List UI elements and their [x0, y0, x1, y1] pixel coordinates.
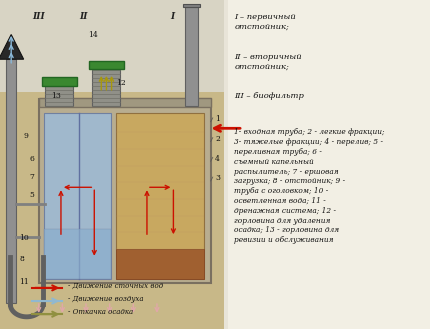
Bar — [185, 7, 198, 106]
Text: 1- входная труба; 2 - легкие фракции;
3- тяжелые фракции; 4 - перелив; 5 -
перел: 1- входная труба; 2 - легкие фракции; 3-… — [234, 128, 385, 244]
Text: 10: 10 — [19, 234, 29, 241]
Text: 8: 8 — [19, 255, 24, 263]
Text: I – первичный
отстойник;: I – первичный отстойник; — [234, 13, 296, 31]
Text: 4: 4 — [215, 155, 220, 163]
Bar — [116, 113, 204, 279]
Text: 2: 2 — [215, 135, 220, 143]
Text: 5: 5 — [29, 191, 34, 199]
Text: - Откачка осадка: - Откачка осадка — [68, 308, 133, 316]
Bar — [42, 77, 77, 86]
Text: II – вторичный
отстойник;: II – вторичный отстойник; — [234, 53, 302, 70]
Bar — [0, 0, 224, 92]
Text: III – биофильтр: III – биофильтр — [234, 92, 304, 100]
Text: - Движение сточных вод: - Движение сточных вод — [68, 282, 163, 290]
Text: 9: 9 — [24, 132, 28, 139]
Bar — [92, 69, 120, 106]
Text: 13: 13 — [52, 92, 61, 100]
Polygon shape — [0, 35, 24, 59]
Text: 7: 7 — [29, 173, 34, 181]
Bar — [39, 98, 211, 107]
Text: I: I — [170, 12, 174, 20]
Bar — [45, 86, 73, 106]
Bar — [44, 113, 111, 279]
Text: 3: 3 — [215, 174, 220, 182]
Bar — [39, 99, 211, 283]
Text: II: II — [80, 12, 88, 20]
Text: 1: 1 — [215, 115, 220, 123]
Text: 6: 6 — [29, 155, 34, 163]
Bar — [6, 59, 16, 303]
Bar — [183, 4, 200, 7]
Text: 11: 11 — [19, 278, 29, 286]
Bar — [89, 61, 124, 69]
Bar — [228, 0, 430, 329]
Text: III: III — [32, 12, 45, 20]
Text: 12: 12 — [116, 79, 126, 87]
Bar — [44, 229, 111, 279]
Text: 14: 14 — [88, 31, 98, 39]
Bar — [0, 92, 224, 329]
Text: - Движение воздуха: - Движение воздуха — [68, 295, 144, 303]
Bar — [116, 249, 204, 279]
